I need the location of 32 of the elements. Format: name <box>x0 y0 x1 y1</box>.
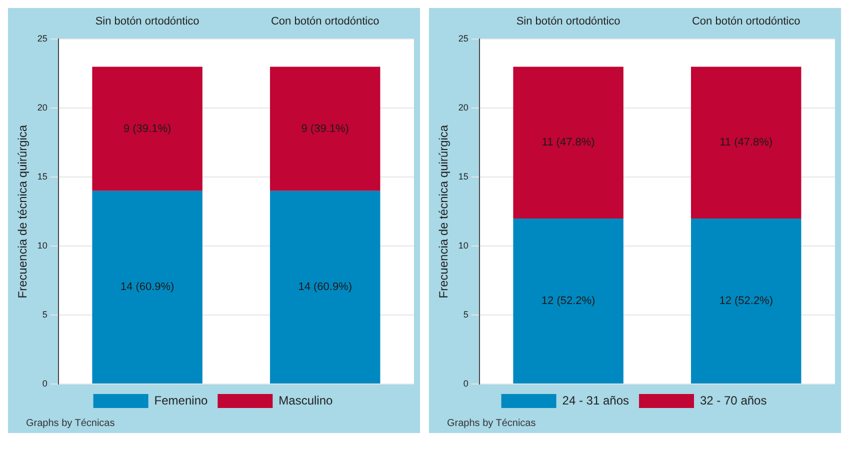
x-tick-label: Con botón ortodóntico <box>692 16 800 28</box>
x-tick-label: Sin botón ortodóntico <box>516 16 620 28</box>
data-label: 14 (60.9%) <box>120 281 174 294</box>
y-tick-label: 20 <box>37 102 48 113</box>
text: Graphs by Técnicas <box>446 418 537 429</box>
y-tick-label: 25 <box>37 34 48 44</box>
text: Graphs by Técnicas <box>25 418 116 429</box>
data-label: 12 (52.2%) <box>719 295 774 308</box>
data-label: 11 (47.8%) <box>542 136 595 149</box>
legend-label: Masculino <box>278 393 334 408</box>
y-tick-label: 5 <box>42 310 48 320</box>
y-tick-label: 0 <box>42 378 48 388</box>
y-axis-title: Frecuencia de técnica quirúrgica <box>436 124 451 298</box>
data-label: 14 (60.9%) <box>298 281 352 294</box>
data-label: 11 (47.8%) <box>720 136 773 149</box>
y-tick-label: 20 <box>458 102 468 113</box>
y-tick-label: 10 <box>458 240 468 251</box>
legend-label: 32 - 70 años <box>700 393 767 408</box>
y-tick-label: 5 <box>463 310 468 320</box>
y-tick-label: 0 <box>463 378 468 388</box>
y-tick-label: 25 <box>458 34 468 44</box>
y-tick-label: 10 <box>37 240 48 251</box>
y-tick-label: 15 <box>37 172 48 182</box>
data-label: 9 (39.1%) <box>301 122 349 135</box>
data-label: 12 (52.2%) <box>541 295 596 308</box>
x-tick-label: Con botón ortodóntico <box>270 16 380 28</box>
legend-label: Femenino <box>154 393 208 408</box>
legend-label: 24 - 31 años <box>562 393 630 408</box>
y-tick-label: 15 <box>458 172 468 182</box>
y-axis-title: Frecuencia de técnica quirúrgica <box>16 124 30 298</box>
x-tick-label: Sin botón ortodóntico <box>95 16 200 28</box>
data-label: 9 (39.1%) <box>123 122 172 135</box>
